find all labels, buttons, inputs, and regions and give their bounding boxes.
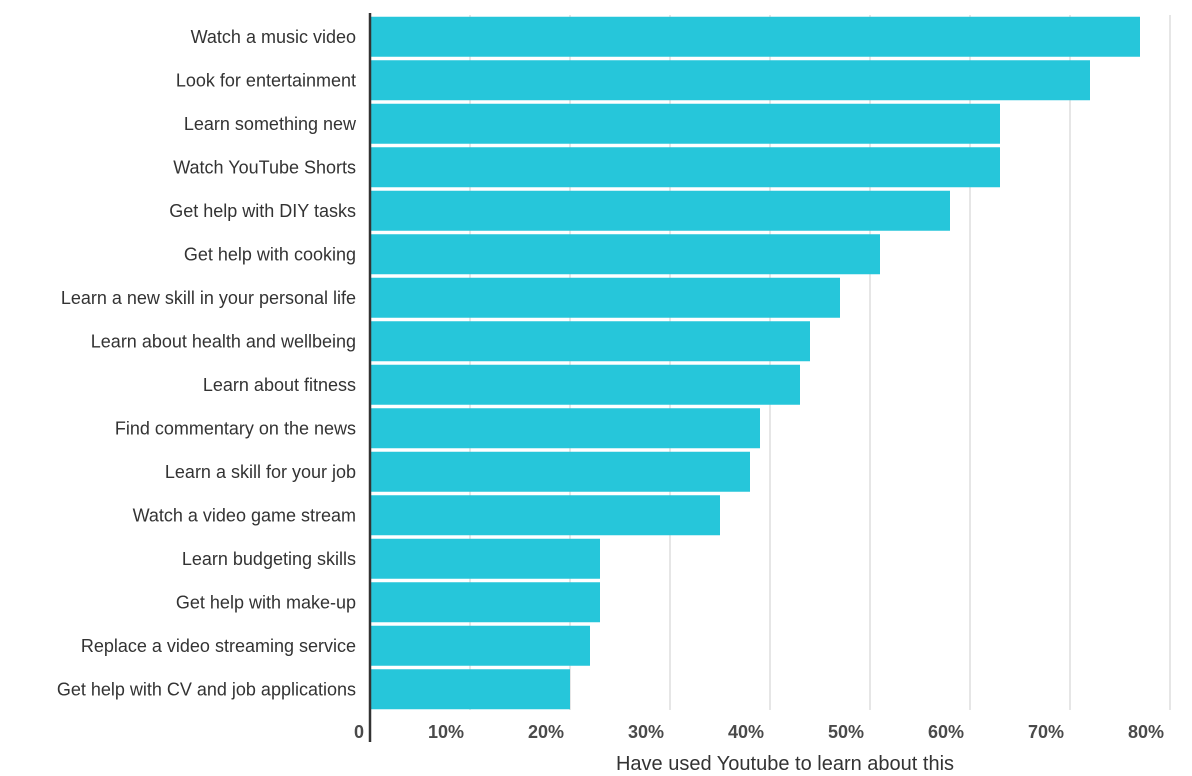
x-tick-label: 60%: [928, 722, 964, 742]
category-label: Learn about health and wellbeing: [91, 331, 356, 351]
bar: [370, 321, 810, 362]
category-label: Replace a video streaming service: [81, 636, 356, 656]
x-tick-label: 80%: [1128, 722, 1164, 742]
category-label: Learn a skill for your job: [165, 462, 356, 482]
x-tick-label: 20%: [528, 722, 564, 742]
category-label: Look for entertainment: [176, 70, 356, 90]
x-tick-label: 30%: [628, 722, 664, 742]
bars: [370, 16, 1140, 710]
category-labels: Watch a music video Look for entertainmen…: [57, 27, 357, 700]
bar: [370, 190, 950, 231]
category-label: Learn something new: [184, 114, 357, 134]
bar: [370, 147, 1000, 188]
bar: [370, 582, 600, 623]
category-label: Get help with CV and job applications: [57, 679, 356, 699]
category-label: Watch a video game stream: [133, 505, 356, 525]
bar: [370, 60, 1090, 101]
x-tick-label: 70%: [1028, 722, 1064, 742]
bar: [370, 495, 720, 536]
bar: [370, 103, 1000, 144]
bar: [370, 364, 800, 405]
category-label: Learn budgeting skills: [182, 549, 356, 569]
x-axis-title: Have used Youtube to learn about this: [616, 753, 954, 775]
bar: [370, 234, 880, 275]
bar: [370, 669, 570, 710]
category-label: Get help with DIY tasks: [169, 201, 356, 221]
x-tick-label: 40%: [728, 722, 764, 742]
bar: [370, 277, 840, 318]
category-label: Watch YouTube Shorts: [173, 157, 356, 177]
bar: [370, 16, 1140, 57]
x-tick-labels: 0 10% 20% 30% 40% 50% 60% 70% 80%: [354, 722, 1164, 742]
category-label: Learn about fitness: [203, 375, 356, 395]
category-label: Get help with make-up: [176, 592, 356, 612]
x-tick-label: 0: [354, 722, 364, 742]
category-label: Watch a music video: [191, 27, 356, 47]
category-label: Find commentary on the news: [115, 418, 356, 438]
category-label: Learn a new skill in your personal life: [61, 288, 356, 308]
x-tick-label: 50%: [828, 722, 864, 742]
bar: [370, 408, 760, 449]
bar: [370, 625, 590, 666]
bar: [370, 538, 600, 579]
category-label: Get help with cooking: [184, 244, 356, 264]
x-tick-label: 10%: [428, 722, 464, 742]
bar: [370, 451, 750, 492]
